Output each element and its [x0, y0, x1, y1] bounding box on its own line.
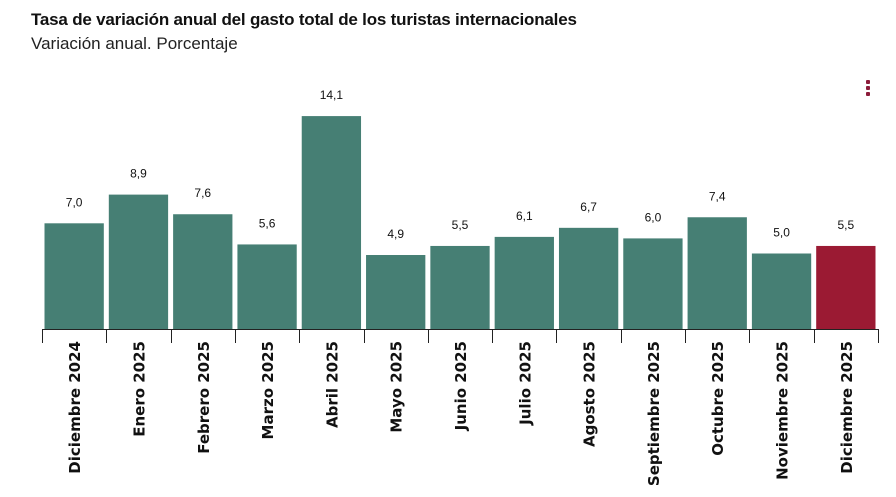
data-label: 5,5 — [452, 218, 469, 232]
x-tick-label: Septiembre 2025 — [645, 341, 663, 486]
data-label: 6,0 — [645, 210, 662, 224]
bar — [687, 217, 747, 329]
data-label: 7,6 — [194, 186, 211, 200]
bar — [237, 244, 297, 329]
data-label: 7,4 — [709, 189, 726, 203]
bar — [44, 223, 104, 329]
x-tick-label: Febrero 2025 — [195, 341, 213, 454]
bar — [558, 227, 619, 329]
x-tick-label: Noviembre 2025 — [774, 341, 792, 480]
data-label: 14,1 — [320, 88, 344, 102]
data-label: 5,5 — [838, 218, 855, 232]
bar — [430, 245, 490, 329]
bar — [301, 116, 362, 329]
bar — [816, 245, 876, 329]
bar — [108, 194, 169, 329]
data-label: 5,6 — [259, 216, 276, 230]
x-tick-label: Diciembre 2025 — [838, 341, 856, 474]
x-tick-label: Agosto 2025 — [581, 341, 599, 447]
data-label: 6,7 — [580, 200, 597, 214]
x-tick-label: Abril 2025 — [323, 341, 341, 428]
chart-title: Tasa de variación anual del gasto total … — [31, 10, 577, 29]
x-tick-label: Enero 2025 — [130, 341, 148, 437]
bar — [751, 253, 812, 329]
data-label: 6,1 — [516, 209, 533, 223]
data-label: 7,0 — [66, 195, 83, 209]
bar — [623, 238, 683, 329]
x-tick-label: Marzo 2025 — [259, 341, 277, 439]
data-label: 4,9 — [387, 227, 404, 241]
x-tick-label: Junio 2025 — [452, 341, 470, 431]
x-tick-label: Octubre 2025 — [709, 341, 727, 456]
x-tick-label: Diciembre 2024 — [66, 341, 84, 474]
data-label: 8,9 — [130, 167, 147, 181]
bar — [173, 214, 233, 329]
bar — [494, 236, 554, 329]
chart-subtitle: Variación anual. Porcentaje — [31, 34, 238, 53]
more-vertical-icon[interactable] — [866, 80, 872, 98]
data-label: 5,0 — [773, 226, 790, 240]
bar — [366, 255, 426, 329]
x-tick-label: Julio 2025 — [516, 341, 534, 426]
x-tick-label: Mayo 2025 — [388, 341, 406, 433]
